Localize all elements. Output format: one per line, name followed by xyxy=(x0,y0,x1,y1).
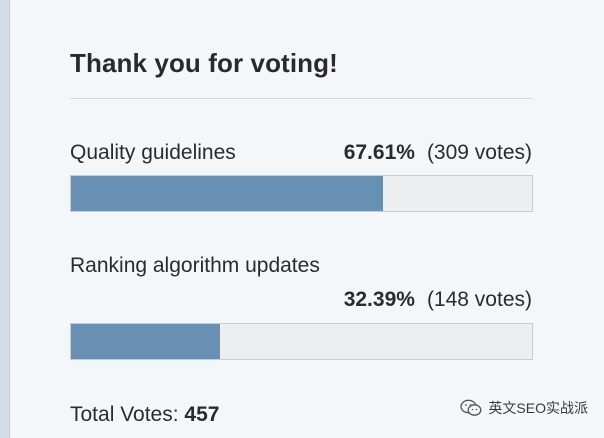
title-divider xyxy=(70,98,533,99)
option-percent: 67.61% xyxy=(343,141,415,164)
result-bar-track xyxy=(70,323,533,360)
option-label-quality-guidelines: Quality guidelines xyxy=(70,141,236,164)
poll-results-panel: Thank you for voting! Quality guidelines… xyxy=(9,0,604,438)
result-bar-track xyxy=(70,175,533,212)
total-votes-value: 457 xyxy=(184,403,220,426)
total-votes-label: Total Votes: xyxy=(70,403,179,426)
watermark-text: 英文SEO实战派 xyxy=(488,400,588,416)
option-percent: 32.39% xyxy=(343,288,415,311)
watermark: 英文SEO实战派 xyxy=(460,398,588,418)
option-stats-ranking-algorithm-updates: 32.39% (148 votes) xyxy=(344,288,532,312)
poll-title: Thank you for voting! xyxy=(70,48,338,78)
option-votes: (148 votes) xyxy=(426,288,532,311)
result-bar-fill xyxy=(71,176,383,211)
result-bar-fill xyxy=(71,324,221,359)
wechat-icon xyxy=(460,399,482,417)
option-stats-quality-guidelines: 67.61% (309 votes) xyxy=(344,141,532,165)
option-votes: (309 votes) xyxy=(426,141,532,164)
option-label-ranking-algorithm-updates: Ranking algorithm updates xyxy=(70,254,320,277)
total-votes: Total Votes: 457 xyxy=(70,403,219,427)
